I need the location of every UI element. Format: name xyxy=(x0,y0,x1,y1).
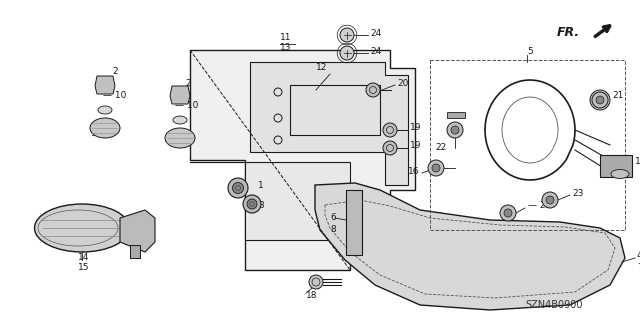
Text: 2: 2 xyxy=(112,68,118,77)
Text: — 10: — 10 xyxy=(175,100,198,109)
Text: 15: 15 xyxy=(78,263,90,271)
Polygon shape xyxy=(315,183,625,310)
Text: 22: 22 xyxy=(435,144,446,152)
Circle shape xyxy=(447,122,463,138)
Ellipse shape xyxy=(611,169,629,179)
Text: — 10: — 10 xyxy=(103,92,126,100)
Bar xyxy=(600,155,632,177)
Text: 11: 11 xyxy=(280,33,291,42)
Circle shape xyxy=(500,205,516,221)
Text: 1: 1 xyxy=(258,181,264,189)
Circle shape xyxy=(340,46,354,60)
Text: 21: 21 xyxy=(612,92,623,100)
Text: 24: 24 xyxy=(370,28,381,38)
Text: 24: 24 xyxy=(370,47,381,56)
Circle shape xyxy=(592,92,608,108)
Text: 4: 4 xyxy=(637,250,640,259)
Circle shape xyxy=(542,192,558,208)
Circle shape xyxy=(228,178,248,198)
Text: 3: 3 xyxy=(258,202,264,211)
Text: 6: 6 xyxy=(330,213,336,222)
Circle shape xyxy=(451,126,459,134)
Circle shape xyxy=(590,90,610,110)
Polygon shape xyxy=(447,112,465,118)
Text: 2: 2 xyxy=(185,78,191,87)
Circle shape xyxy=(504,209,512,217)
Ellipse shape xyxy=(165,128,195,148)
Circle shape xyxy=(309,275,323,289)
Text: 14: 14 xyxy=(78,253,90,262)
Ellipse shape xyxy=(90,118,120,138)
Text: 13: 13 xyxy=(280,43,291,53)
Circle shape xyxy=(340,28,354,42)
Text: 7: 7 xyxy=(637,263,640,272)
Text: 5: 5 xyxy=(527,48,532,56)
Circle shape xyxy=(247,199,257,209)
Circle shape xyxy=(546,196,554,204)
Ellipse shape xyxy=(98,106,112,114)
Circle shape xyxy=(428,160,444,176)
Polygon shape xyxy=(346,190,362,255)
Circle shape xyxy=(383,141,397,155)
Text: — 23: — 23 xyxy=(528,202,551,211)
Text: 19: 19 xyxy=(410,123,422,132)
Polygon shape xyxy=(250,62,408,185)
Ellipse shape xyxy=(35,204,129,252)
Circle shape xyxy=(243,195,261,213)
Text: 17: 17 xyxy=(635,158,640,167)
Polygon shape xyxy=(190,162,350,240)
Polygon shape xyxy=(120,210,155,252)
Text: 9: 9 xyxy=(165,136,171,145)
Bar xyxy=(290,85,380,135)
Circle shape xyxy=(366,83,380,97)
Bar xyxy=(430,60,625,230)
Ellipse shape xyxy=(173,116,187,124)
Polygon shape xyxy=(170,86,190,104)
Text: 19: 19 xyxy=(410,142,422,151)
Circle shape xyxy=(232,182,243,194)
Text: SZN4B0900: SZN4B0900 xyxy=(525,300,582,310)
Text: 18: 18 xyxy=(306,292,317,300)
Polygon shape xyxy=(95,76,115,94)
Text: 16: 16 xyxy=(408,167,419,176)
Circle shape xyxy=(596,96,604,104)
Text: 20: 20 xyxy=(397,78,408,87)
Circle shape xyxy=(383,123,397,137)
Polygon shape xyxy=(130,245,140,258)
Text: 12: 12 xyxy=(316,63,328,72)
Text: 8: 8 xyxy=(330,226,336,234)
Circle shape xyxy=(432,164,440,172)
Text: FR.: FR. xyxy=(557,26,580,40)
Text: 23: 23 xyxy=(572,189,584,197)
Polygon shape xyxy=(190,50,415,270)
Text: 9: 9 xyxy=(90,130,96,138)
